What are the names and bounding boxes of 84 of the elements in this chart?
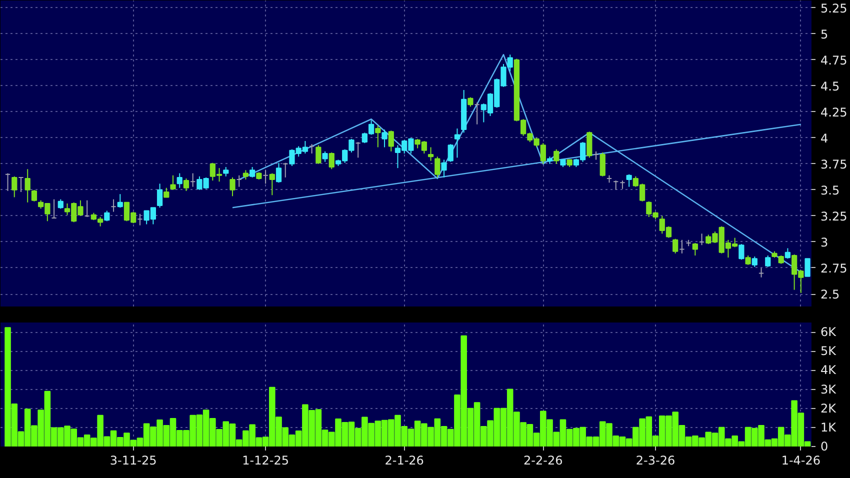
candlestick: [156, 183, 163, 208]
candlestick: [12, 176, 18, 198]
candlestick: [434, 156, 440, 178]
candlestick: [745, 255, 751, 266]
candlestick: [276, 162, 282, 184]
candlestick: [282, 162, 288, 178]
candlestick: [269, 172, 275, 196]
candlestick: [468, 96, 474, 108]
x-tick-label: 2-1-26: [384, 454, 424, 468]
y-tick-label: 4K: [820, 363, 838, 378]
x-tick-label: 3-11-25: [110, 454, 157, 468]
candlestick: [620, 180, 626, 190]
candlestick: [242, 170, 249, 180]
candlestick: [316, 144, 322, 164]
y-tick-label: 1K: [820, 420, 838, 434]
y-tick-label: 4.25: [820, 105, 848, 120]
candlestick: [804, 258, 810, 277]
candlestick: [626, 174, 632, 188]
candlestick: [388, 130, 394, 152]
candlestick: [428, 146, 434, 162]
x-tick-label: 2-2-26: [524, 454, 563, 468]
y-tick-label: 3: [820, 235, 828, 250]
candlestick: [110, 198, 116, 212]
candlestick: [117, 194, 123, 208]
candlestick: [170, 174, 176, 190]
candlestick: [4, 172, 11, 192]
candlestick: [58, 198, 64, 210]
candlestick: [600, 152, 606, 177]
candlestick: [190, 172, 196, 188]
x-tick-label: 1-12-25: [242, 454, 289, 468]
candlestick: [474, 102, 480, 125]
candlestick: [454, 128, 460, 158]
y-tick-label: 3.75: [820, 157, 848, 172]
candlestick: [679, 239, 685, 254]
y-tick-label: 4.5: [820, 79, 840, 94]
y-tick-label: 0: [820, 440, 828, 454]
candlestick: [692, 242, 698, 256]
candlestick: [31, 189, 38, 202]
candlestick: [137, 213, 143, 226]
y-tick-label: 6K: [820, 325, 838, 340]
candlestick: [765, 255, 771, 268]
candlestick: [328, 152, 334, 170]
y-tick-label: 5.25: [820, 1, 848, 16]
candlestick: [758, 267, 764, 278]
candlestick: [322, 150, 328, 162]
candlestick: [448, 144, 454, 162]
candlestick: [18, 176, 24, 193]
candlestick: [230, 176, 236, 197]
y-tick-label: 3.5: [820, 183, 840, 198]
candlestick: [104, 210, 110, 222]
candlestick: [752, 256, 758, 268]
candlestick: [223, 166, 229, 177]
y-tick-label: 4.75: [820, 53, 848, 68]
y-tick-label: 2K: [820, 401, 838, 416]
candlestick: [309, 144, 315, 154]
y-tick-label: 2.5: [820, 288, 840, 302]
y-tick-label: 5K: [820, 344, 838, 358]
candlestick: [375, 124, 381, 148]
candlestick: [672, 238, 678, 254]
y-tick-label: 2.75: [820, 261, 848, 276]
candlestick: [613, 180, 619, 190]
candlestick: [84, 200, 90, 218]
candlestick: [250, 166, 256, 178]
candlestick: [441, 159, 447, 178]
candlestick: [176, 172, 182, 188]
candlestick: [24, 168, 30, 203]
candlestick: [784, 248, 791, 260]
x-tick-label: 2-3-26: [636, 454, 676, 468]
candlestick: [586, 131, 592, 158]
candlestick: [51, 198, 57, 219]
candlestick: [355, 142, 361, 158]
candlestick: [183, 178, 190, 192]
candlestick: [698, 233, 705, 246]
candlestick: [554, 148, 560, 164]
candlestick: [382, 129, 388, 148]
x-tick-label: 1-4-26: [781, 454, 821, 468]
candlestick: [236, 174, 242, 188]
y-tick-label: 5: [820, 27, 828, 42]
candlestick: [738, 244, 744, 260]
y-tick-label: 3.25: [820, 209, 848, 224]
candlestick: [262, 170, 268, 184]
y-tick-label: 3K: [820, 382, 838, 396]
candlestick: [164, 187, 170, 198]
y-tick-label: 4: [820, 131, 828, 146]
